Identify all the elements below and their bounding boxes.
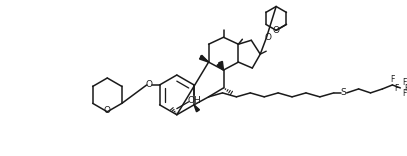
Polygon shape bbox=[194, 105, 199, 112]
Text: S: S bbox=[341, 88, 347, 97]
Text: F: F bbox=[402, 89, 407, 98]
Text: F: F bbox=[402, 78, 407, 88]
Text: F: F bbox=[404, 84, 407, 93]
Polygon shape bbox=[219, 61, 223, 70]
Polygon shape bbox=[217, 63, 223, 70]
Polygon shape bbox=[199, 55, 209, 62]
Text: OH: OH bbox=[187, 96, 201, 105]
Text: O: O bbox=[104, 106, 111, 115]
Text: F: F bbox=[394, 84, 398, 93]
Text: F: F bbox=[390, 76, 394, 85]
Text: O: O bbox=[273, 26, 280, 35]
Text: O: O bbox=[265, 33, 272, 42]
Text: O: O bbox=[145, 80, 152, 89]
